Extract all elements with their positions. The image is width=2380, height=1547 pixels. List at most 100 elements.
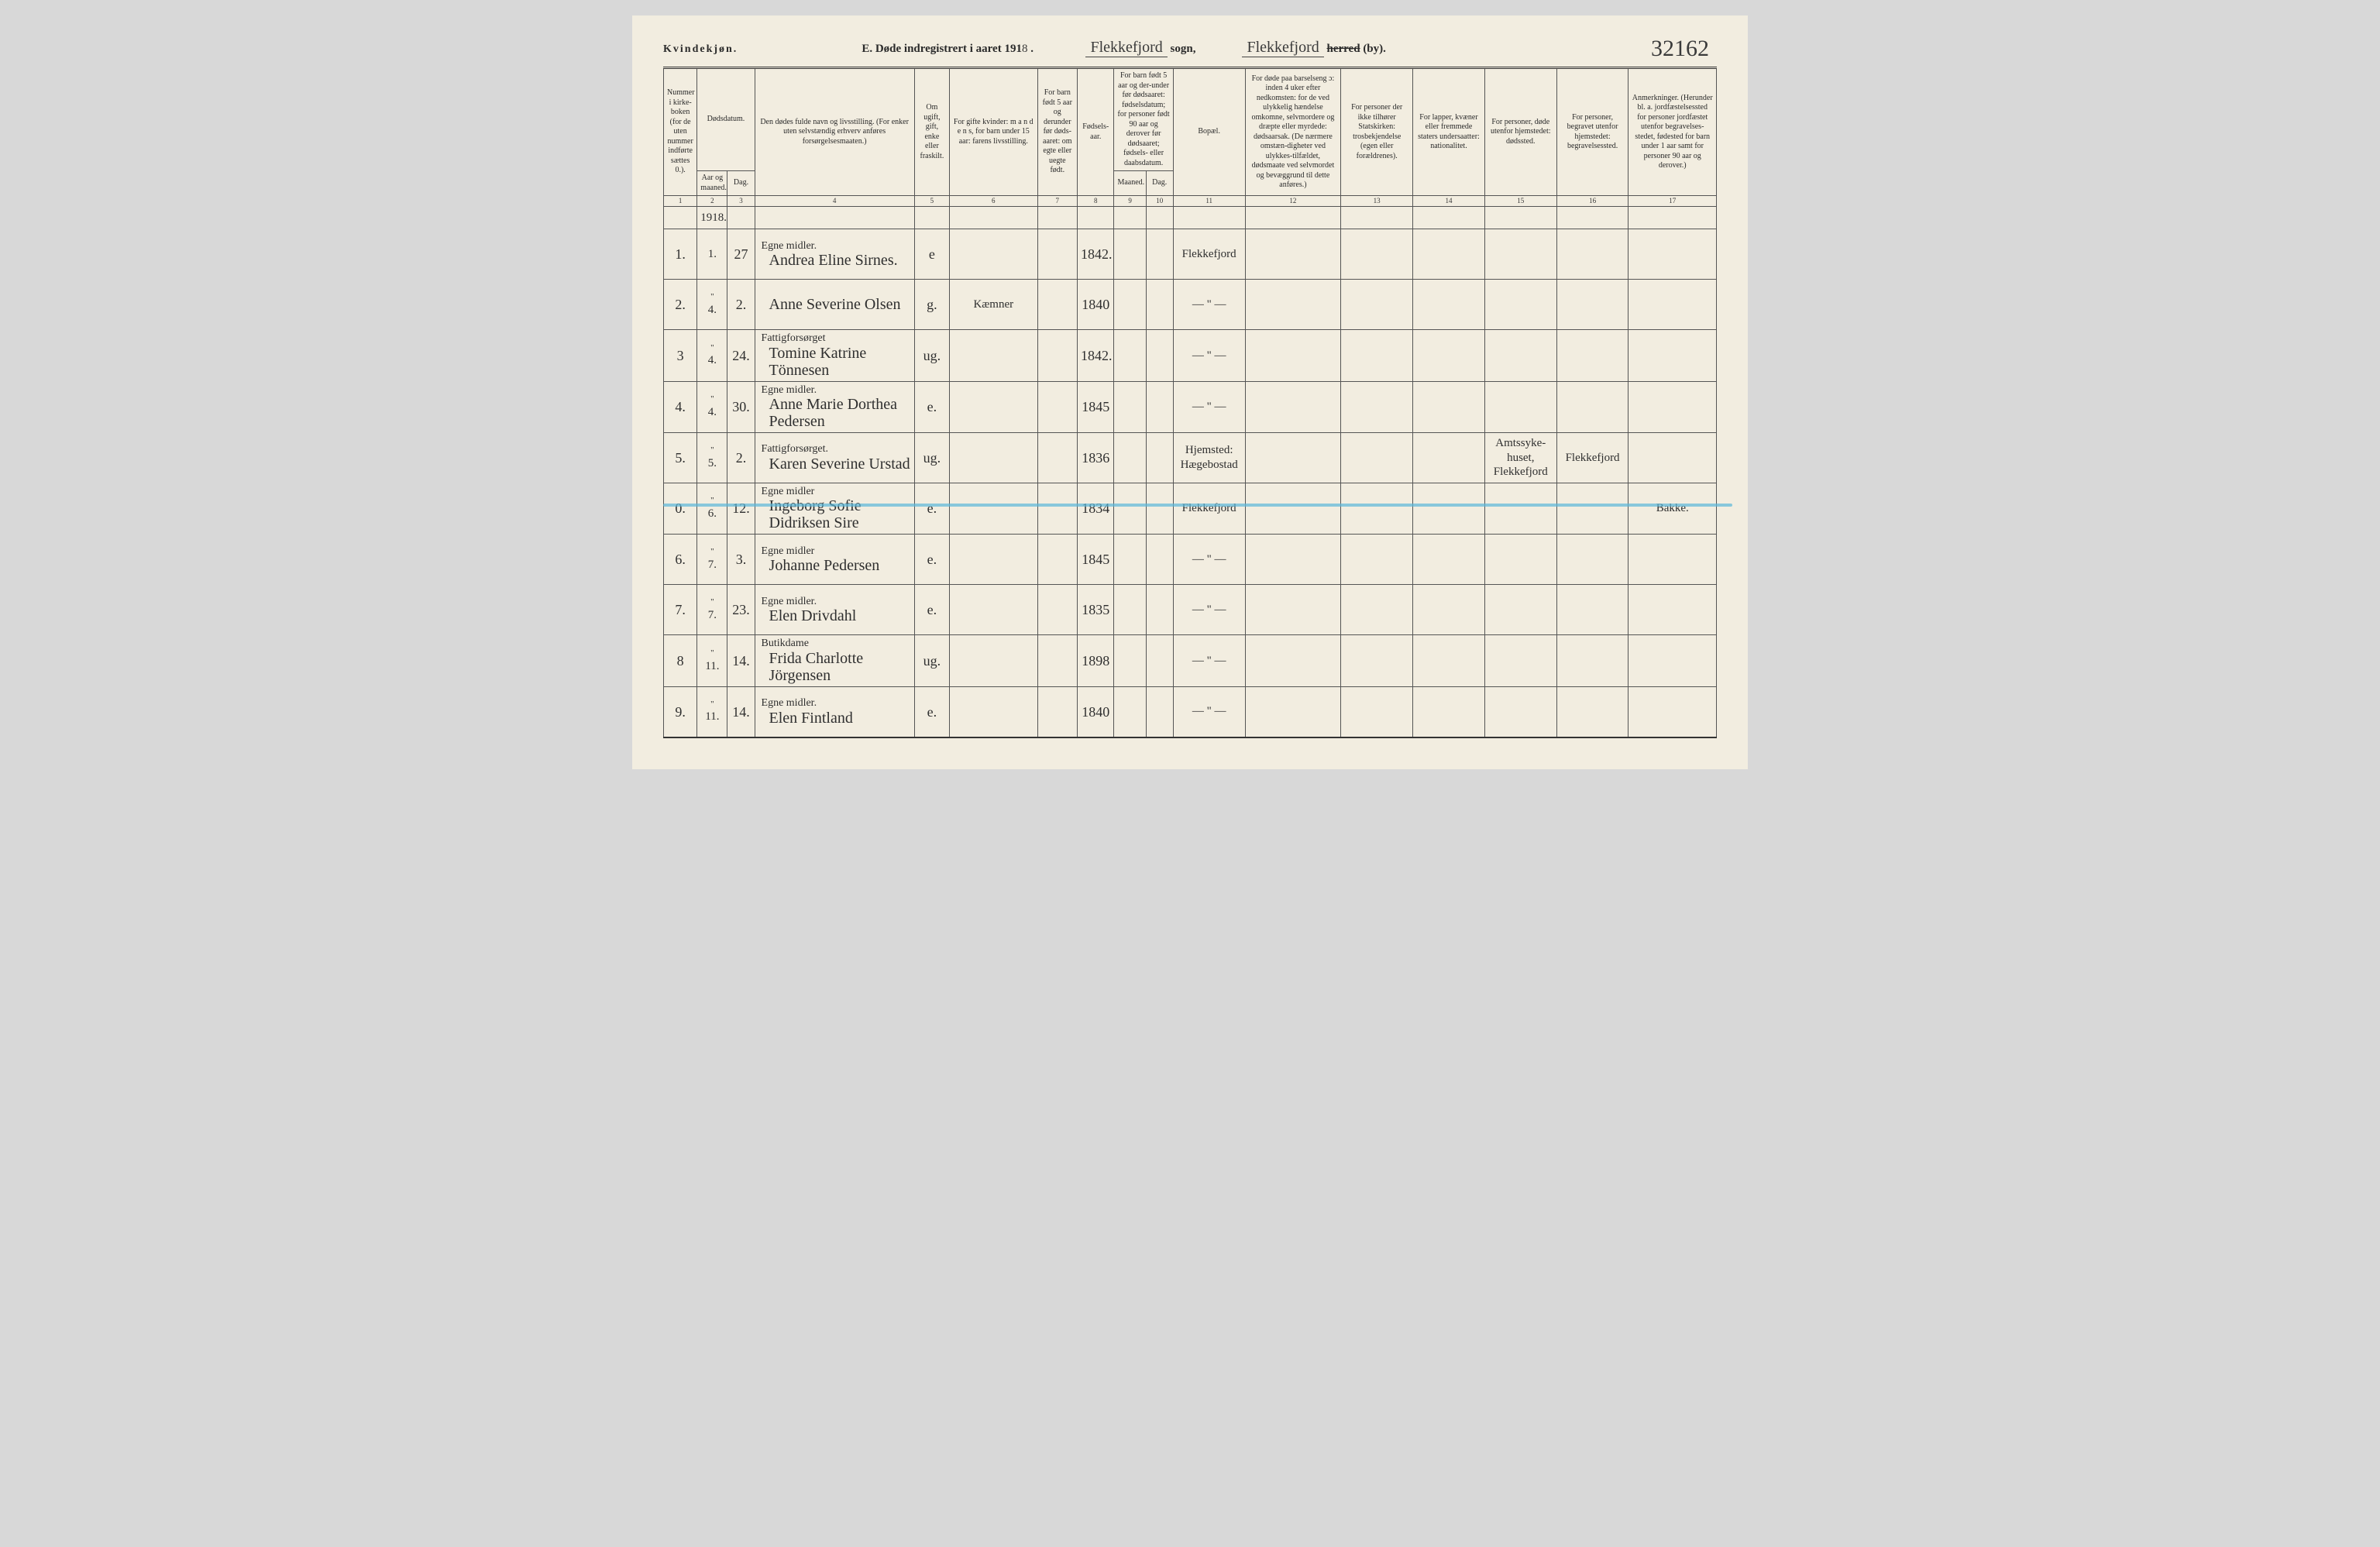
cell-name: Egne midler.Elen Fintland <box>755 686 914 737</box>
cell-name: FattigforsørgetTomine Katrine Tönnesen <box>755 330 914 381</box>
cell-civil: e. <box>914 483 949 535</box>
name-line: Karen Severine Urstad <box>762 456 911 473</box>
cell-name: Egne midler.Andrea Eline Sirnes. <box>755 229 914 280</box>
header-c4: Den dødes fulde navn og livsstilling. (F… <box>755 68 914 196</box>
cell-c7 <box>1037 535 1078 585</box>
ledger-table: Nummer i kirke-boken (for de uten nummer… <box>663 67 1717 738</box>
cell-c15 <box>1484 280 1556 330</box>
cell-c10 <box>1146 686 1173 737</box>
cell-month: "6. <box>697 483 727 535</box>
cell-c7 <box>1037 330 1078 381</box>
cell-c16 <box>1556 535 1629 585</box>
table-body: 1918.1.1.27Egne midler.Andrea Eline Sirn… <box>664 207 1717 737</box>
ledger-page: 32162 Kvindekjøn. E. Døde indregistrert … <box>632 15 1748 769</box>
name-line: Andrea Eline Sirnes. <box>762 252 911 269</box>
colnum: 4 <box>755 196 914 207</box>
cell-c15 <box>1484 635 1556 686</box>
colnum: 12 <box>1245 196 1341 207</box>
cell-c15 <box>1484 483 1556 535</box>
cell-c9 <box>1114 229 1146 280</box>
cell-c10 <box>1146 433 1173 483</box>
colnum: 13 <box>1341 196 1413 207</box>
colnum: 1 <box>664 196 697 207</box>
table-row: 5."5.2.Fattigforsørget.Karen Severine Ur… <box>664 433 1717 483</box>
header-c3: Dag. <box>727 171 755 196</box>
cell-residence: Hjemsted: Hægebostad <box>1173 433 1245 483</box>
name-line: Ingeborg Sofie Didriksen Sire <box>762 497 911 531</box>
cell-c12 <box>1245 433 1341 483</box>
cell-c15 <box>1484 381 1556 432</box>
header-c7: For barn født 5 aar og derunder før døds… <box>1037 68 1078 196</box>
cell-c9 <box>1114 280 1146 330</box>
table-row: 1.1.27Egne midler.Andrea Eline Sirnes.e1… <box>664 229 1717 280</box>
cell-c16 <box>1556 229 1629 280</box>
cell-c16 <box>1556 280 1629 330</box>
cell-day: 23. <box>727 585 755 635</box>
status-line: Egne midler. <box>762 596 911 607</box>
cell-c17 <box>1629 330 1717 381</box>
cell-c17 <box>1629 535 1717 585</box>
cell-spouse <box>950 433 1037 483</box>
cell-c7 <box>1037 635 1078 686</box>
cell-c7 <box>1037 585 1078 635</box>
cell-day: 2. <box>727 433 755 483</box>
status-line: Butikdame <box>762 638 911 649</box>
table-header: Nummer i kirke-boken (for de uten nummer… <box>664 68 1717 207</box>
name-line: Tomine Katrine Tönnesen <box>762 345 911 379</box>
header-c9-10: For barn født 5 aar og der-under før død… <box>1114 68 1173 171</box>
cell-month: "4. <box>697 330 727 381</box>
cell-c10 <box>1146 585 1173 635</box>
status-line: Fattigforsørget. <box>762 443 911 455</box>
cell-c14 <box>1413 229 1485 280</box>
cell-birth: 1842. <box>1078 229 1114 280</box>
header-c11: Bopæl. <box>1173 68 1245 196</box>
cell-birth: 1845 <box>1078 381 1114 432</box>
cell-c9 <box>1114 635 1146 686</box>
colnum: 15 <box>1484 196 1556 207</box>
cell-birth: 1840 <box>1078 280 1114 330</box>
cell-civil: e. <box>914 686 949 737</box>
cell-day: 12. <box>727 483 755 535</box>
header-row: Kvindekjøn. E. Døde indregistrert i aare… <box>663 39 1717 57</box>
cell-civil: e. <box>914 585 949 635</box>
status-line: Egne midler. <box>762 384 911 396</box>
cell-c9 <box>1114 585 1146 635</box>
cell-num: 6. <box>664 535 697 585</box>
header-c10: Dag. <box>1146 171 1173 196</box>
gender-label: Kvindekjøn. <box>663 43 738 56</box>
year-row: 1918. <box>664 207 1717 229</box>
cell-spouse <box>950 535 1037 585</box>
cell-month: "5. <box>697 433 727 483</box>
cell-c13 <box>1341 585 1413 635</box>
colnum: 7 <box>1037 196 1078 207</box>
cell-c7 <box>1037 483 1078 535</box>
title-year-digit: 8 <box>1022 43 1028 55</box>
status-line: Egne midler <box>762 545 911 557</box>
cell-num: 2. <box>664 280 697 330</box>
cell-day: 24. <box>727 330 755 381</box>
sogn-value: Flekkefjord <box>1085 39 1167 57</box>
page-number: 32162 <box>1651 36 1709 62</box>
cell-civil: e. <box>914 381 949 432</box>
cell-birth: 1898 <box>1078 635 1114 686</box>
cell-c13 <box>1341 330 1413 381</box>
cell-civil: e. <box>914 535 949 585</box>
cell-c7 <box>1037 381 1078 432</box>
header-c13: For personer der ikke tilhører Statskirk… <box>1341 68 1413 196</box>
header-c12: For døde paa barselseng ɔ: inden 4 uker … <box>1245 68 1341 196</box>
title-period: . <box>1030 43 1034 55</box>
cell-num: 0. <box>664 483 697 535</box>
cell-c12 <box>1245 330 1341 381</box>
cell-residence: — " — <box>1173 686 1245 737</box>
cell-residence: — " — <box>1173 280 1245 330</box>
colnum: 11 <box>1173 196 1245 207</box>
header-c14: For lapper, kvæner eller fremmede stater… <box>1413 68 1485 196</box>
cell-birth: 1842. <box>1078 330 1114 381</box>
cell-c10 <box>1146 535 1173 585</box>
cell-residence: Flekkefjord <box>1173 483 1245 535</box>
cell-civil: ug. <box>914 433 949 483</box>
cell-day: 3. <box>727 535 755 585</box>
cell-c15 <box>1484 535 1556 585</box>
cell-birth: 1836 <box>1078 433 1114 483</box>
table-row: 4."4.30.Egne midler.Anne Marie Dorthea P… <box>664 381 1717 432</box>
